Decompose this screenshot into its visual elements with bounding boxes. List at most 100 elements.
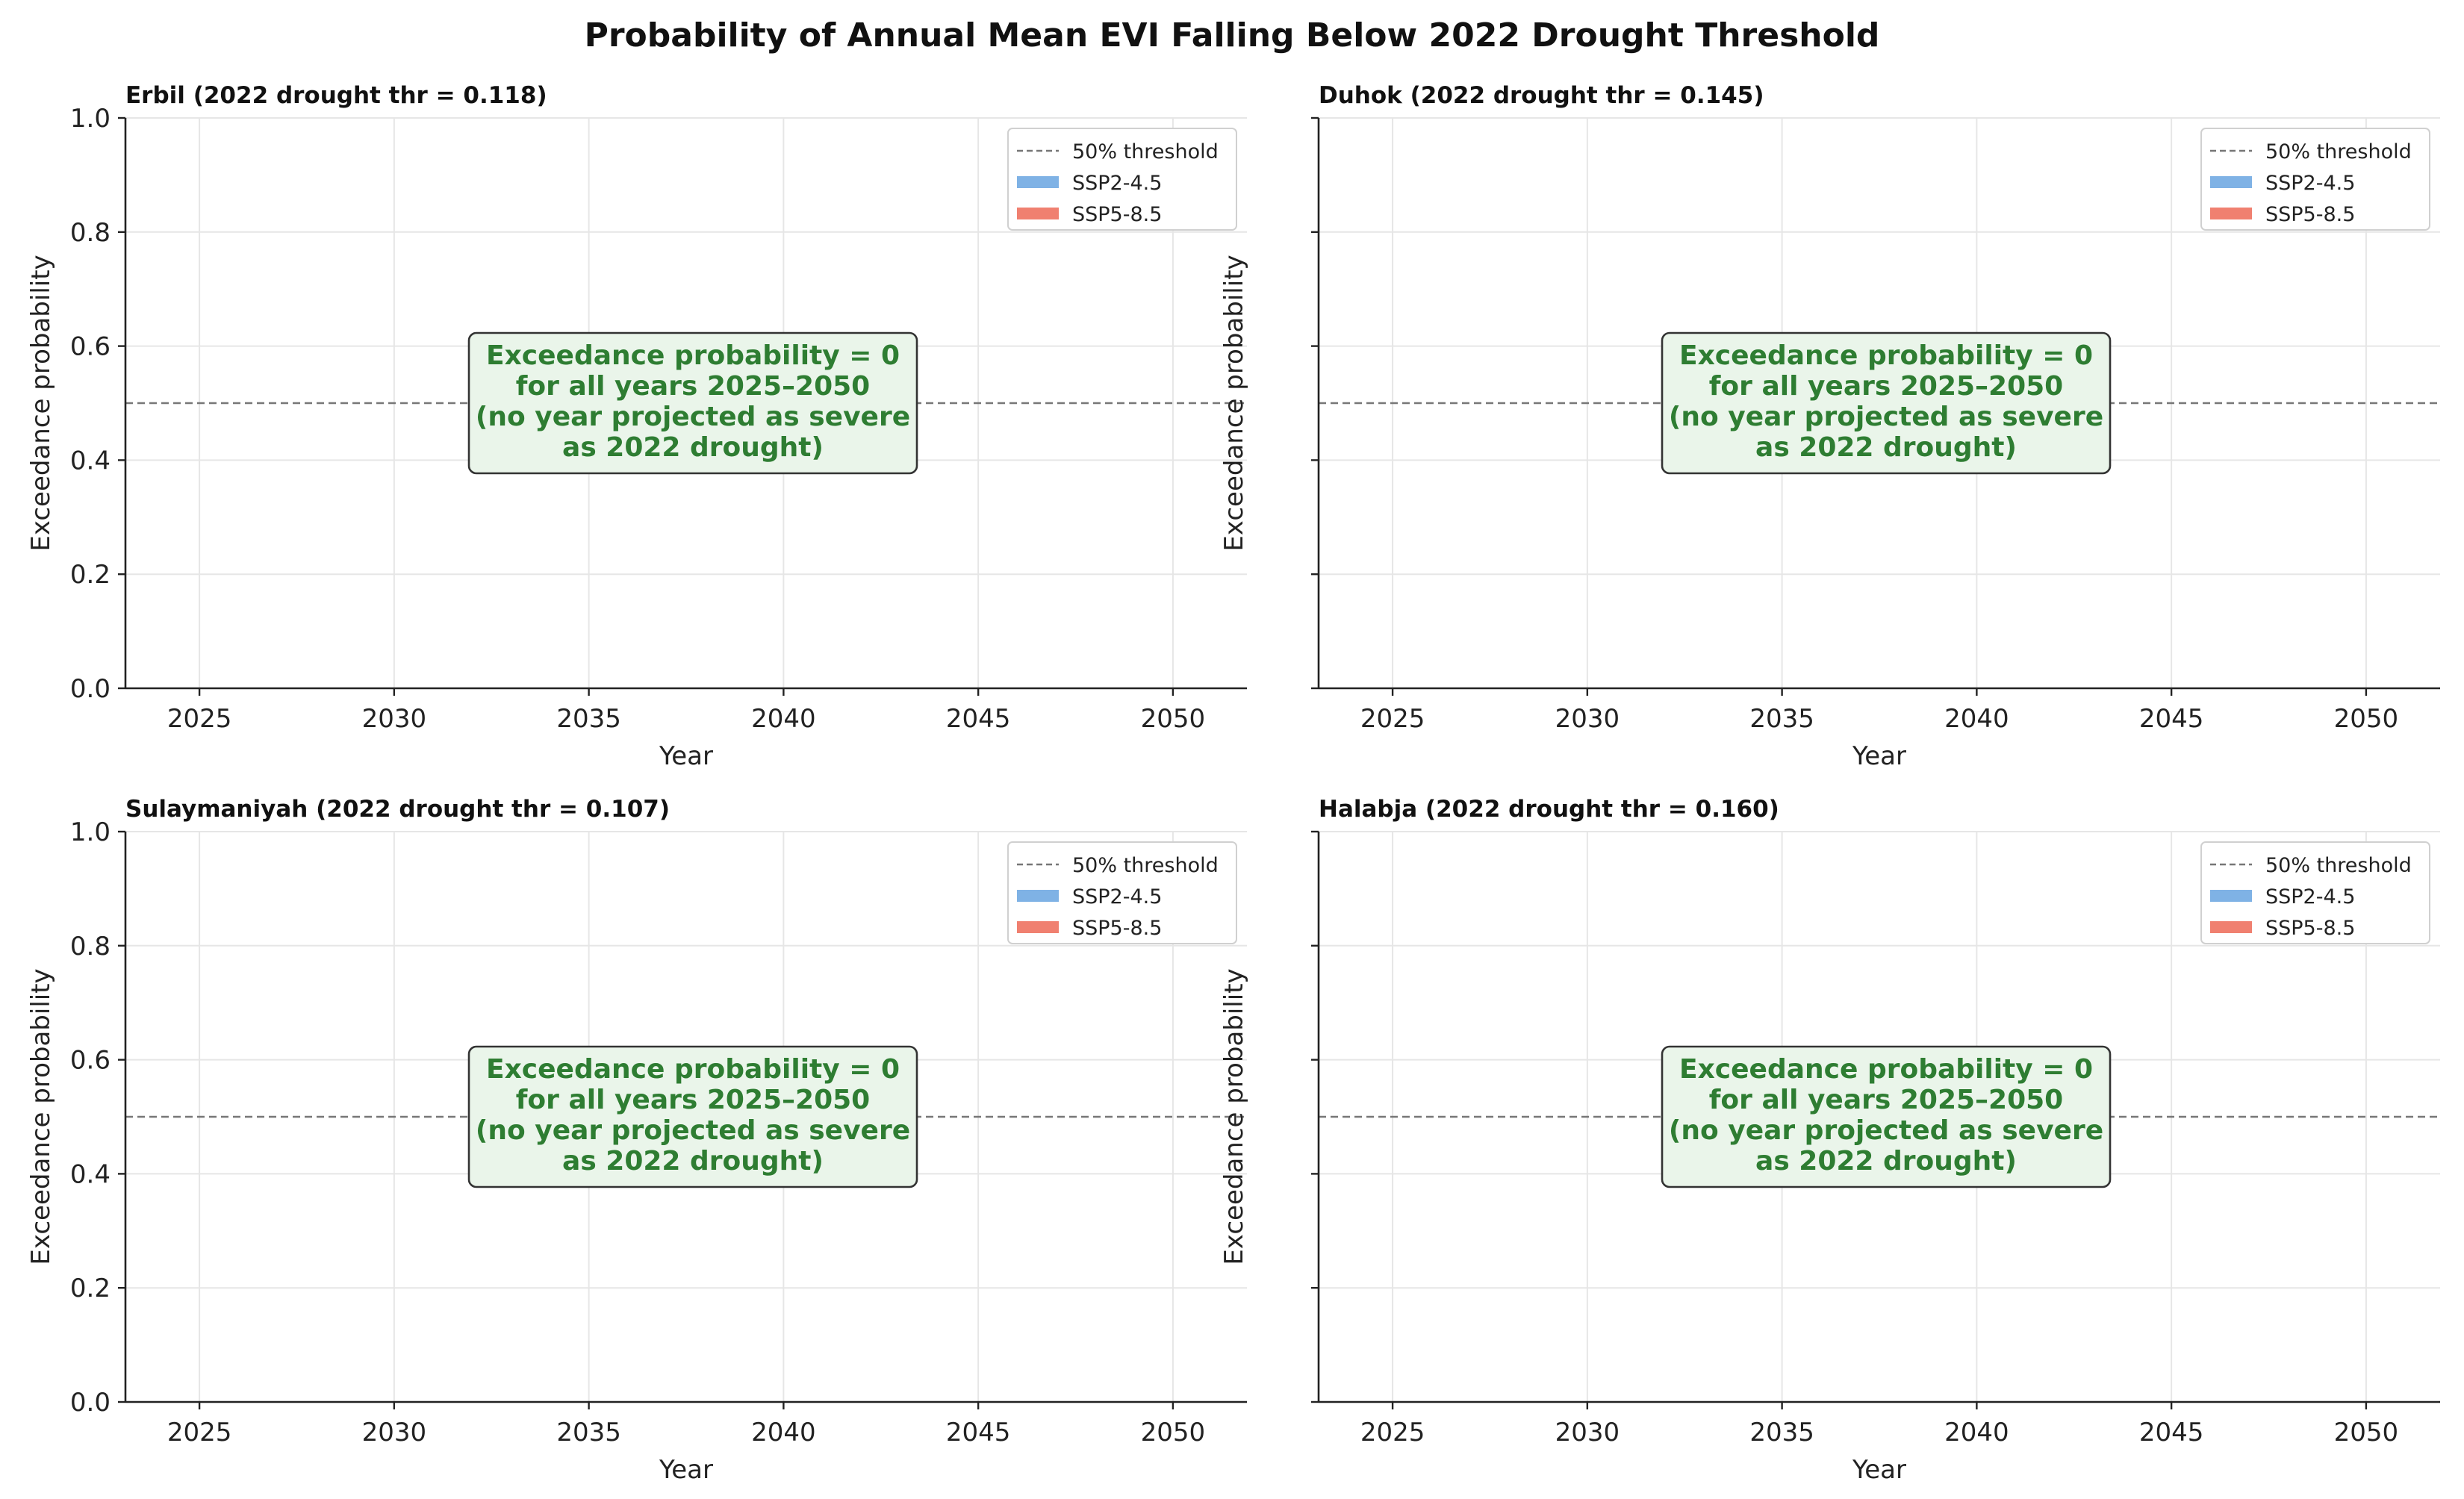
annotation-line: (no year projected as severe xyxy=(476,1115,910,1146)
x-tick-label: 2030 xyxy=(362,704,427,734)
annotation-line: Exceedance probability = 0 xyxy=(1679,1054,2093,1085)
chart-panel-4: 2025 2030 2035 2040 2045 2050 Halabja (2022 dr… xyxy=(1219,796,2440,1485)
annotation-line: as 2022 drought) xyxy=(1755,432,2017,463)
x-tick-label: 2045 xyxy=(946,704,1011,734)
annotation-line: Exceedance probability = 0 xyxy=(1679,340,2093,371)
chart-panel-1: 2025 2030 2035 2040 2045 2050 0.0 0.2 0.4 0.6 0.8 1… xyxy=(26,82,1247,771)
legend-label: 50% threshold xyxy=(2265,140,2412,163)
x-tick-label: 2030 xyxy=(1555,1418,1620,1447)
legend-label: SSP5-8.5 xyxy=(1072,203,1162,226)
y-tick-label: 1.0 xyxy=(70,817,111,847)
legend-swatch-ssp585 xyxy=(2210,208,2252,219)
legend-box xyxy=(1007,128,1237,231)
y-tick-label: 0.4 xyxy=(70,1159,111,1189)
legend-label: SSP5-8.5 xyxy=(2265,203,2355,226)
panel-title: Erbil (2022 drought thr = 0.118) xyxy=(125,82,547,109)
annotation-line: (no year projected as severe xyxy=(1669,402,2103,432)
y-tick-label: 0.6 xyxy=(70,1046,111,1076)
legend: 50% threshold SSP2-4.5 SSP5-8.5 xyxy=(1007,841,1237,944)
x-tick-label: 2050 xyxy=(1141,1418,1206,1447)
x-axis-label: Year xyxy=(659,1455,713,1485)
annotation-background xyxy=(1661,331,2112,475)
panel-title: Duhok (2022 drought thr = 0.145) xyxy=(1319,82,1764,109)
x-tick-label: 2035 xyxy=(1749,704,1814,734)
legend-label: SSP5-8.5 xyxy=(1072,917,1162,940)
x-tick-label: 2045 xyxy=(2139,704,2204,734)
y-tick-label: 0.4 xyxy=(70,446,111,476)
y-tick-label: 0.0 xyxy=(70,674,111,704)
x-tick-label: 2025 xyxy=(167,1418,232,1447)
annotation-line: Exceedance probability = 0 xyxy=(486,1054,900,1085)
y-axis-label: Exceedance probability xyxy=(26,968,56,1265)
legend-swatch-ssp585 xyxy=(1017,921,1059,933)
x-tick-label: 2030 xyxy=(1555,704,1620,734)
y-tick-label: 1.0 xyxy=(70,104,111,134)
chart-panel-3: 2025 2030 2035 2040 2045 2050 0.0 0.2 0.4 0.6 0.8 1… xyxy=(26,796,1247,1485)
legend-swatch-ssp585 xyxy=(1017,208,1059,219)
y-tick-label: 0.2 xyxy=(70,1274,111,1303)
x-tick-label: 2050 xyxy=(1141,704,1206,734)
y-tick-label: 0.8 xyxy=(70,218,111,248)
x-tick-label: 2050 xyxy=(2334,704,2399,734)
legend: 50% threshold SSP2-4.5 SSP5-8.5 xyxy=(1007,128,1237,231)
legend-label: SSP5-8.5 xyxy=(2265,917,2355,940)
annotation-line: for all years 2025–2050 xyxy=(1709,1085,2063,1115)
legend-label: SSP2-4.5 xyxy=(1072,172,1162,195)
legend-label: SSP2-4.5 xyxy=(1072,885,1162,909)
x-axis-label: Year xyxy=(659,741,713,771)
y-axis-label: Exceedance probability xyxy=(1219,968,1249,1265)
annotation-line: as 2022 drought) xyxy=(1755,1146,2017,1177)
legend-label: 50% threshold xyxy=(1072,140,1219,163)
y-axis-label: Exceedance probability xyxy=(1219,255,1249,551)
y-tick-label: 0.2 xyxy=(70,560,111,590)
legend-label: 50% threshold xyxy=(2265,854,2412,877)
x-tick-label: 2025 xyxy=(1360,1418,1425,1447)
x-axis-label: Year xyxy=(1852,1455,1906,1485)
annotation-background xyxy=(1661,1045,2112,1188)
panel-title: Sulaymaniyah (2022 drought thr = 0.107) xyxy=(125,796,670,823)
legend-swatch-ssp245 xyxy=(1017,890,1059,902)
x-tick-label: 2035 xyxy=(556,704,621,734)
legend-swatch-ssp585 xyxy=(2210,921,2252,933)
annotation-background xyxy=(467,331,918,475)
legend-box xyxy=(2200,128,2430,231)
x-tick-label: 2025 xyxy=(1360,704,1425,734)
annotation-line: for all years 2025–2050 xyxy=(516,1085,870,1115)
x-tick-label: 2040 xyxy=(751,704,816,734)
annotation-background xyxy=(467,1045,918,1188)
y-tick-label: 0.6 xyxy=(70,332,111,362)
y-tick-label: 0.8 xyxy=(70,932,111,962)
x-tick-label: 2035 xyxy=(1749,1418,1814,1447)
x-tick-label: 2045 xyxy=(946,1418,1011,1447)
legend-label: SSP2-4.5 xyxy=(2265,172,2355,195)
y-axis-label: Exceedance probability xyxy=(26,255,56,551)
legend-swatch-ssp245 xyxy=(2210,176,2252,188)
annotation-line: for all years 2025–2050 xyxy=(1709,371,2063,402)
y-tick-label: 0.0 xyxy=(70,1388,111,1418)
legend-box xyxy=(1007,841,1237,944)
chart-panel-2: 2025 2030 2035 2040 2045 2050 Duhok (2022 drou… xyxy=(1219,82,2440,771)
x-tick-label: 2040 xyxy=(1944,1418,2009,1447)
annotation-line: as 2022 drought) xyxy=(562,432,824,463)
x-tick-label: 2025 xyxy=(167,704,232,734)
x-tick-label: 2045 xyxy=(2139,1418,2204,1447)
legend-swatch-ssp245 xyxy=(2210,890,2252,902)
x-tick-label: 2030 xyxy=(362,1418,427,1447)
x-tick-label: 2040 xyxy=(1944,704,2009,734)
legend: 50% threshold SSP2-4.5 SSP5-8.5 xyxy=(2200,841,2430,944)
legend-swatch-ssp245 xyxy=(1017,176,1059,188)
legend-label: 50% threshold xyxy=(1072,854,1219,877)
x-tick-label: 2040 xyxy=(751,1418,816,1447)
annotation-line: for all years 2025–2050 xyxy=(516,371,870,402)
annotation-line: (no year projected as severe xyxy=(1669,1115,2103,1146)
legend-box xyxy=(2200,841,2430,944)
legend: 50% threshold SSP2-4.5 SSP5-8.5 xyxy=(2200,128,2430,231)
annotation-line: as 2022 drought) xyxy=(562,1146,824,1177)
x-tick-label: 2050 xyxy=(2334,1418,2399,1447)
x-tick-label: 2035 xyxy=(556,1418,621,1447)
